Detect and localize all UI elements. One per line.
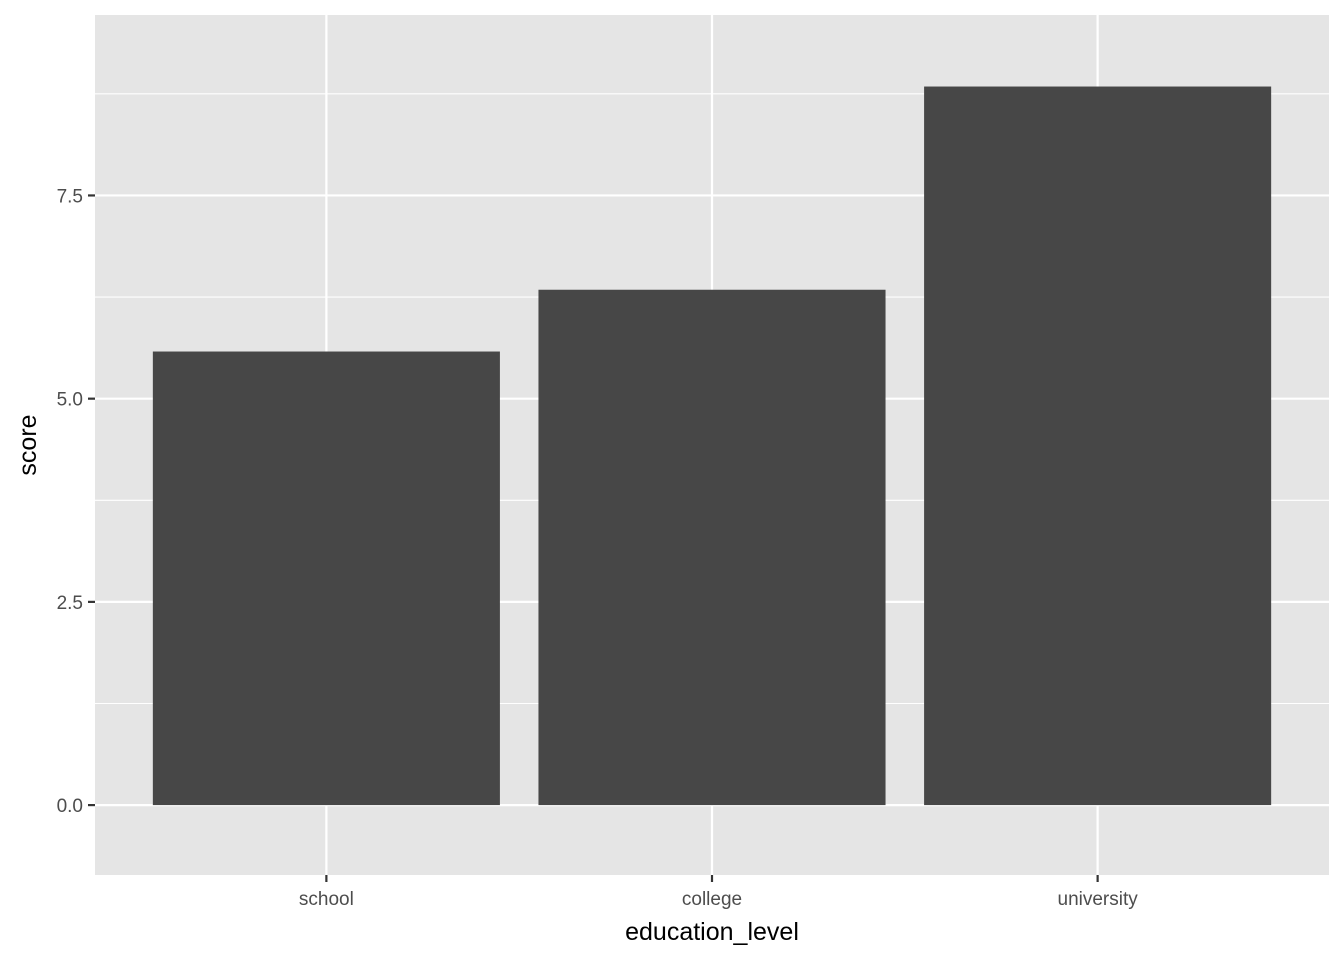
bar-school [152, 351, 500, 806]
x-axis: school college university [299, 875, 1138, 910]
bar-university [924, 86, 1272, 806]
bar-college [538, 289, 886, 806]
x-axis-title: education_level [625, 918, 799, 946]
bars [152, 86, 1272, 806]
y-axis: 0.0 2.5 5.0 7.5 [57, 186, 95, 817]
y-tick-label: 2.5 [57, 593, 83, 614]
y-axis-title: score [14, 414, 42, 475]
y-tick-label: 5.0 [57, 390, 83, 411]
x-tick-label: university [1058, 889, 1139, 910]
x-tick-label: college [682, 889, 742, 910]
y-tick-label: 0.0 [57, 796, 83, 817]
x-tick-label: school [299, 889, 354, 910]
y-tick-label: 7.5 [57, 186, 83, 207]
